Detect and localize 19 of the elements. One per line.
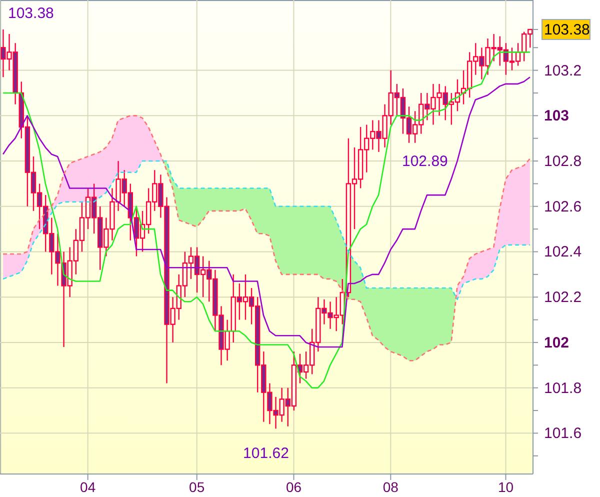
annotation: 101.62 — [243, 445, 289, 462]
y-tick-label: 101.8 — [544, 380, 582, 397]
y-tick-label: 102 — [544, 334, 570, 352]
x-tick-label: 06 — [286, 478, 302, 495]
line-series — [2, 76, 531, 348]
y-tick-label: 103.2 — [544, 62, 582, 80]
y-tick-label: 102.8 — [544, 153, 582, 170]
y-tick-label: 102.4 — [544, 244, 582, 261]
annotation: 102.89 — [402, 153, 448, 170]
x-tick-label: 10 — [498, 478, 514, 495]
x-tick-label: 04 — [80, 478, 96, 495]
y-tick-label: 103.38 — [544, 21, 590, 38]
y-tick-label: 102.2 — [544, 289, 582, 306]
x-tick-label: 08 — [382, 478, 399, 495]
y-tick-label: 102.6 — [544, 198, 582, 216]
y-tick-label: 103 — [544, 108, 570, 125]
annotation: 103.38 — [8, 5, 54, 22]
x-tick-label: 05 — [189, 478, 205, 495]
y-tick-label: 101.6 — [544, 425, 582, 442]
